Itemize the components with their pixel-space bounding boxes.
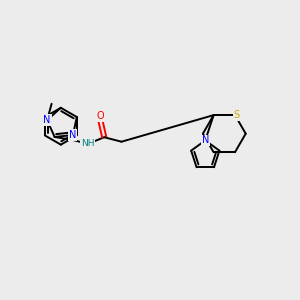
Text: NH: NH	[81, 139, 95, 148]
Text: O: O	[97, 112, 104, 122]
Text: S: S	[233, 110, 240, 120]
Text: N: N	[69, 130, 76, 140]
Text: N: N	[44, 115, 51, 125]
Text: N: N	[202, 135, 209, 146]
